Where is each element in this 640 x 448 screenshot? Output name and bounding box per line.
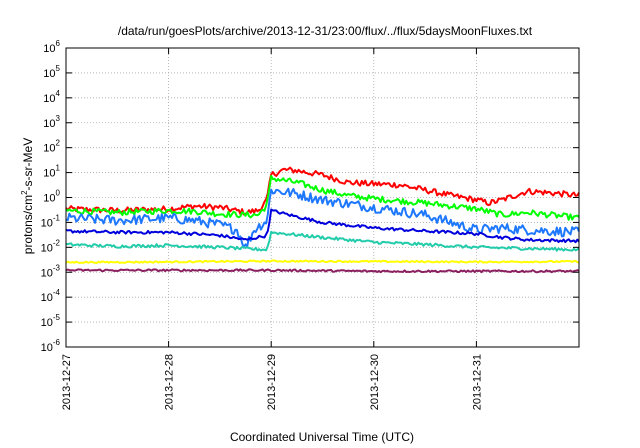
x-tick-label: 2013-12-31 — [471, 354, 483, 410]
y-tick-label: 102 — [43, 139, 60, 155]
y-axis: 10-6 10-5 10-4 10-3 10-2 10-1 100 101 102 103 104 1… — [41, 39, 579, 354]
series-line-5 — [65, 230, 580, 252]
series-line-7 — [65, 268, 580, 274]
x-axis: 2013-12-27 2013-12-28 2013-12-29 2013-12-30… — [61, 48, 483, 410]
y-tick-label: 105 — [43, 64, 60, 80]
x-tick-label: 2013-12-27 — [61, 354, 73, 410]
y-tick-label: 10-6 — [41, 338, 61, 354]
x-tick-label: 2013-12-28 — [164, 354, 176, 410]
x-tick-label: 2013-12-29 — [266, 354, 278, 410]
y-tick-label: 10-3 — [41, 263, 61, 279]
x-axis-title: Coordinated Universal Time (UTC) — [230, 430, 414, 444]
y-axis-title: protons/cm2-s-sr-MeV — [20, 138, 35, 254]
plot-frame — [65, 47, 580, 348]
y-tick-label: 100 — [43, 189, 60, 205]
y-tick-label: 106 — [43, 39, 60, 55]
chart-title: /data/run/goesPlots/archive/2013-12-31/2… — [118, 24, 533, 38]
y-tick-label: 104 — [43, 89, 60, 105]
y-tick-label: 10-4 — [41, 288, 61, 304]
y-tick-label: 101 — [43, 164, 60, 180]
y-tick-label: 10-2 — [41, 238, 61, 254]
series-line-1 — [65, 166, 580, 216]
series-line-3 — [65, 187, 580, 249]
grid — [65, 48, 579, 347]
y-tick-label: 10-5 — [41, 313, 61, 329]
y-tick-label: 103 — [43, 114, 60, 130]
series-layer — [65, 166, 580, 274]
y-tick-label: 10-1 — [41, 213, 61, 229]
series-line-2 — [65, 174, 580, 221]
series-line-4 — [65, 208, 580, 244]
x-tick-label: 2013-12-30 — [369, 354, 381, 410]
series-line-6 — [65, 259, 580, 264]
